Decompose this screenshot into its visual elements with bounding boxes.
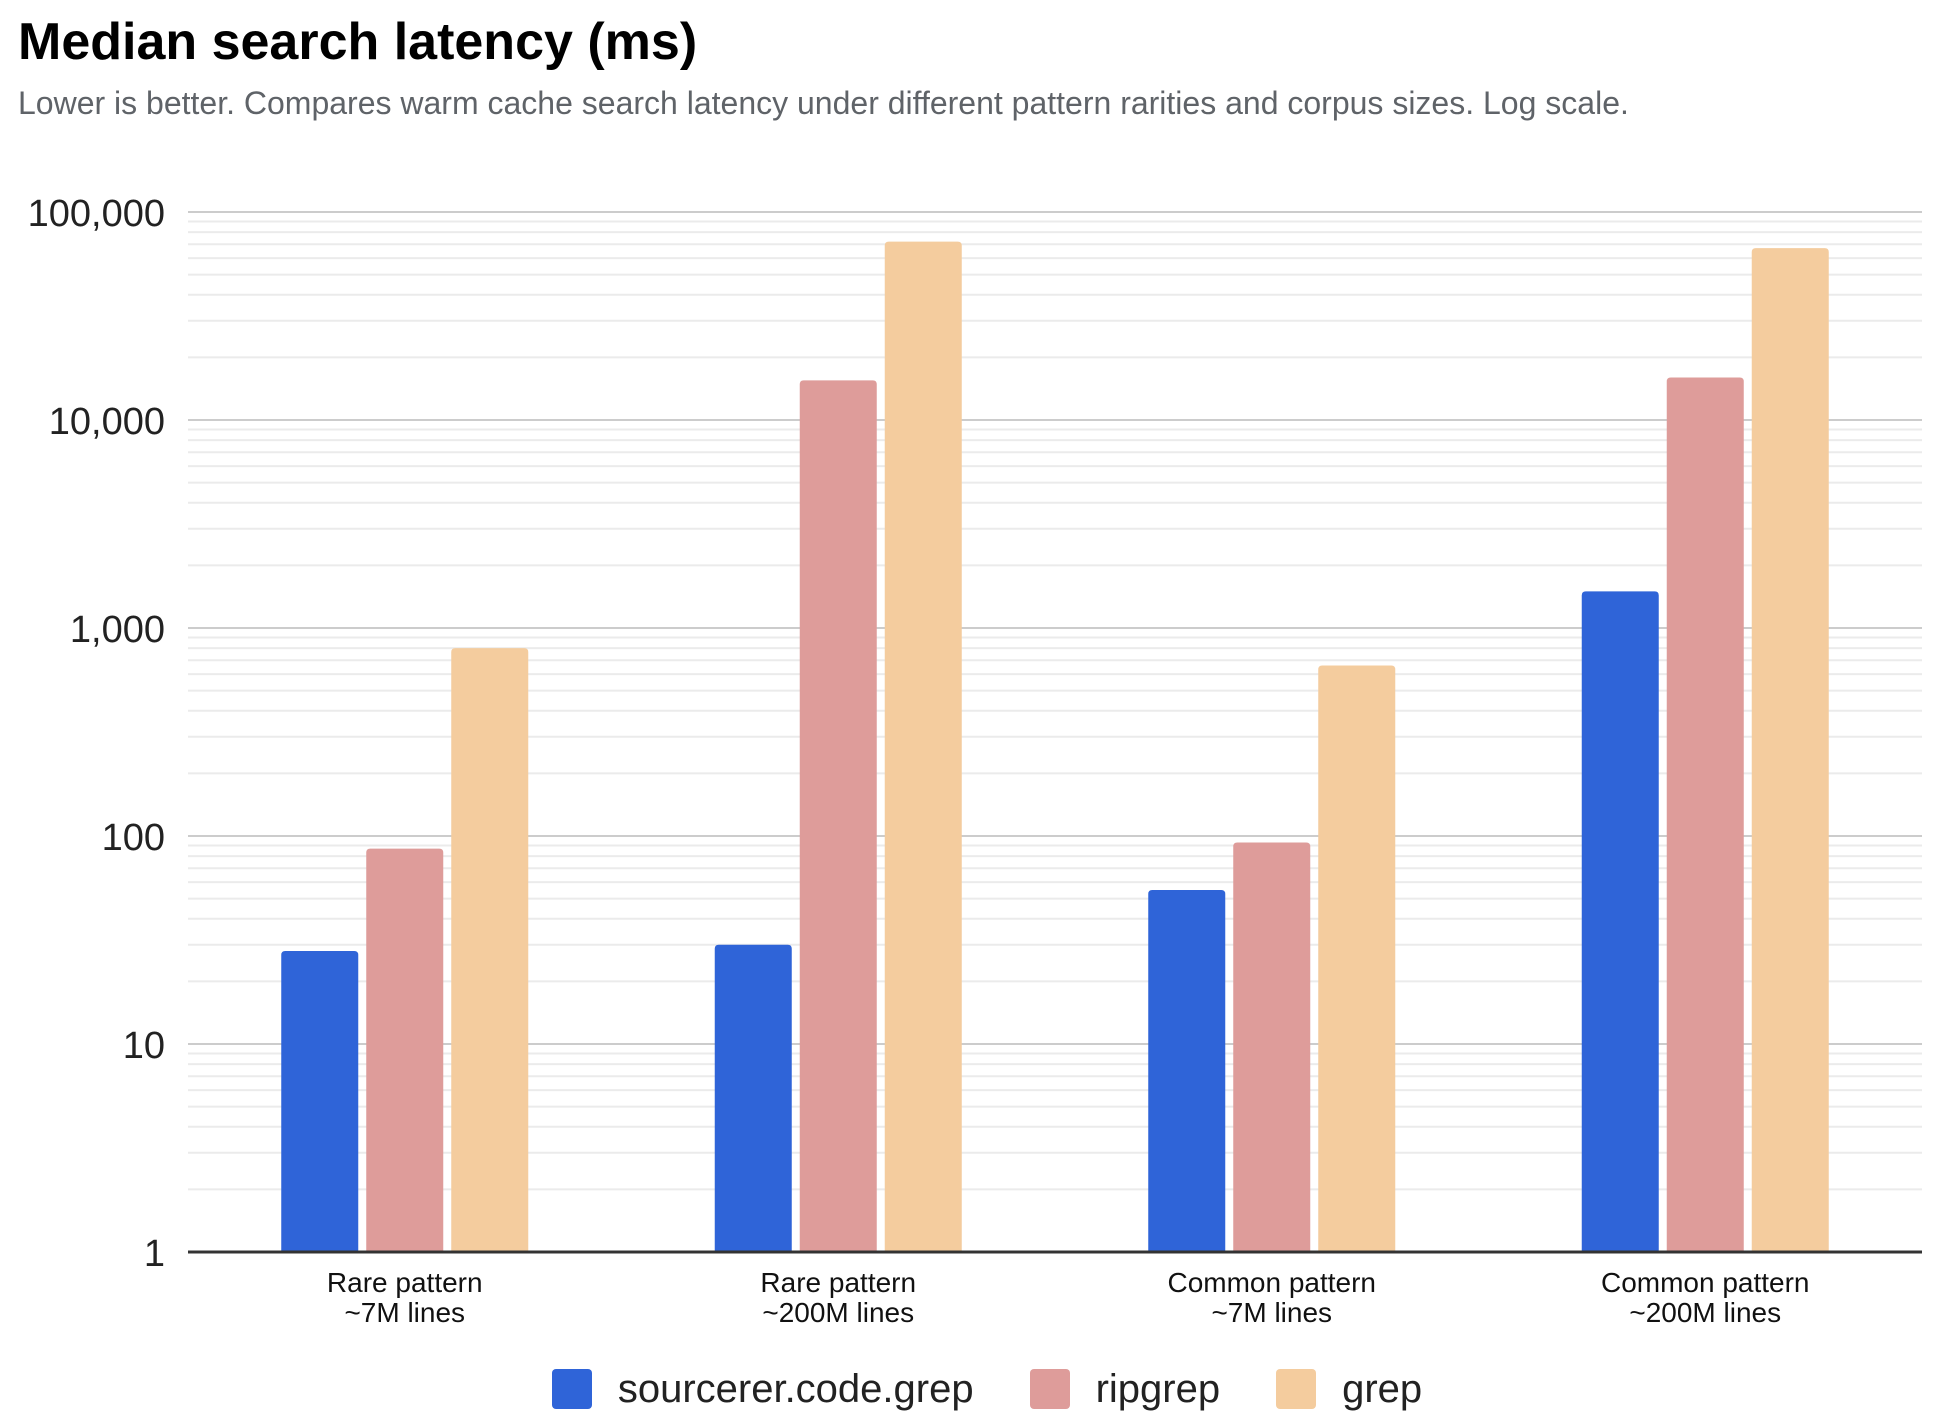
chart-subtitle: Lower is better. Compares warm cache sea… [18,85,1629,121]
bar-ripgrep-1 [799,380,877,1252]
y-axis-tick-labels: 1 10 100 1,000 10,000 100,000 [28,193,165,1275]
x-tick-label: Common pattern ~200M lines [1601,1267,1810,1328]
legend-label: grep [1342,1366,1423,1411]
bars [281,241,1829,1253]
x-tick-label: Rare pattern ~7M lines [327,1267,483,1328]
bar-ripgrep-3 [1666,377,1744,1252]
bar-sourcerer-code-grep-0 [281,950,359,1252]
legend-swatch [551,1369,592,1409]
y-tick-label: 100,000 [28,193,165,235]
bar-ripgrep-0 [366,848,444,1252]
legend-item-grep: grep [1276,1367,1422,1412]
x-axis-category-labels: Rare pattern ~7M lines Rare pattern ~200M l… [327,1267,1810,1328]
y-tick-label: 100 [102,817,165,859]
bar-grep-3 [1751,248,1829,1252]
bar-sourcerer-code-grep-1 [714,944,792,1252]
legend: sourcerer.code.grep ripgrep grep [0,1362,1934,1416]
bar-sourcerer-code-grep-3 [1581,591,1659,1252]
x-tick-label: Common pattern ~7M lines [1167,1267,1376,1328]
legend-swatch [1276,1369,1317,1409]
bar-grep-1 [884,241,962,1253]
legend-label: ripgrep [1095,1366,1221,1411]
bar-grep-2 [1318,665,1396,1252]
bar-grep-0 [451,648,529,1252]
legend-item-sourcerer-code-grep: sourcerer.code.grep [551,1366,974,1412]
y-tick-label: 10 [123,1025,165,1067]
bar-ripgrep-2 [1233,842,1311,1252]
x-tick-label: Rare pattern ~200M lines [760,1267,916,1328]
chart-title: Median search latency (ms) [18,13,698,71]
legend-swatch [1029,1369,1070,1409]
y-tick-label: 1 [144,1233,165,1275]
legend-item-ripgrep: ripgrep [1029,1366,1221,1412]
y-tick-label: 1,000 [70,609,165,651]
legend-label: sourcerer.code.grep [617,1366,974,1411]
bar-sourcerer-code-grep-2 [1148,890,1226,1252]
y-tick-label: 10,000 [49,401,165,443]
